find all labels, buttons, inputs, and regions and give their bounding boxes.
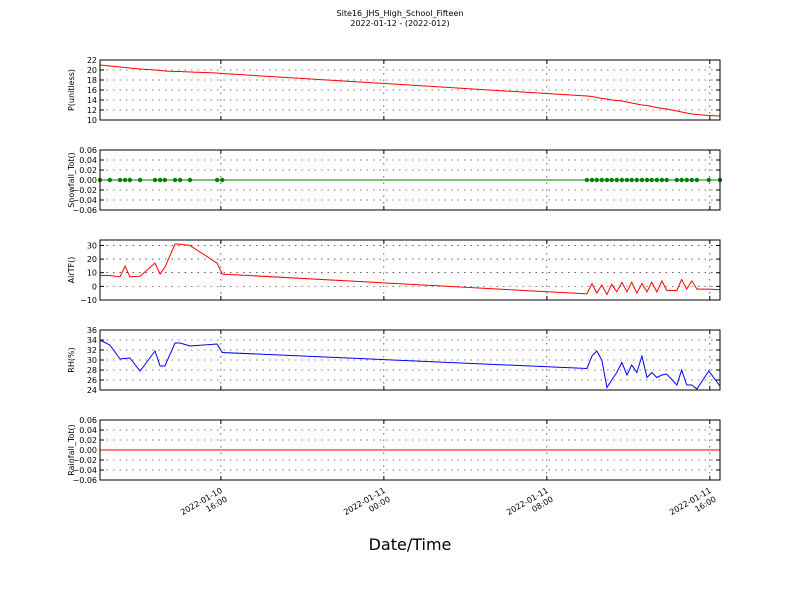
y-tick-label: 14 (87, 96, 97, 105)
data-point (157, 177, 163, 183)
data-point (172, 177, 178, 183)
data-point (644, 177, 650, 183)
y-tick-label: 0.04 (79, 426, 97, 435)
x-tick-label: 2022-01-1108:00 (505, 486, 555, 526)
data-point (589, 177, 595, 183)
data-point (594, 177, 599, 183)
y-tick-label: 22 (87, 56, 97, 65)
y-tick-label: 30 (87, 356, 97, 365)
data-point (629, 177, 634, 183)
plot-frame (99, 329, 721, 391)
y-tick-label: 32 (87, 346, 97, 355)
y-axis-label: RH(%) (67, 347, 76, 372)
plot-frame (99, 149, 721, 211)
y-tick-label: 34 (87, 336, 97, 345)
y-tick-label: 30 (87, 241, 97, 250)
data-point (107, 177, 113, 183)
data-point (639, 177, 645, 183)
y-tick-label: 0.06 (79, 416, 97, 425)
y-axis-label: P(unitless) (67, 69, 76, 111)
y-tick-label: −0.02 (72, 186, 97, 195)
y-tick-label: 0.00 (79, 446, 97, 455)
data-point (694, 177, 700, 183)
data-point (679, 177, 684, 183)
data-point (220, 177, 225, 183)
y-tick-label: 10 (87, 269, 97, 278)
plot-frame (99, 59, 721, 121)
y-tick-label: 0.06 (79, 146, 97, 155)
data-point (664, 177, 669, 183)
y-tick-label: −10 (80, 296, 97, 305)
y-axis-label: Rainfall_Tot() (67, 424, 76, 476)
chart-title: Site16_JHS_High_School_Fifteen (337, 9, 464, 18)
data-line (100, 243, 721, 296)
y-tick-label: 0.02 (79, 166, 97, 175)
y-tick-label: −0.02 (72, 456, 97, 465)
data-point (654, 177, 660, 183)
data-point (659, 177, 665, 183)
data-point (584, 177, 590, 183)
data-point (689, 177, 695, 183)
y-tick-label: 24 (87, 386, 97, 395)
y-tick-label: 12 (87, 106, 97, 115)
y-tick-label: −0.04 (72, 466, 97, 475)
y-tick-label: −0.06 (72, 206, 97, 215)
data-line (99, 64, 721, 117)
data-line (99, 339, 721, 390)
y-axis-label: AirTF() (67, 257, 76, 284)
data-point (122, 177, 128, 183)
data-point (649, 177, 654, 183)
data-point (604, 177, 610, 183)
data-point (117, 177, 123, 183)
chart-subtitle: 2022-01-12 - (2022-012) (350, 19, 449, 28)
y-tick-label: 0.00 (79, 176, 97, 185)
data-point (177, 177, 183, 183)
y-tick-label: 36 (87, 326, 97, 335)
y-tick-label: −0.06 (72, 476, 97, 485)
data-point (214, 177, 220, 183)
data-point (599, 177, 605, 183)
data-point (619, 177, 625, 183)
data-point (137, 177, 143, 183)
data-point (609, 177, 614, 183)
x-tick-label: 2022-01-1116:00 (668, 486, 718, 526)
data-point (684, 177, 689, 183)
plot-frame (99, 239, 721, 301)
data-point (187, 177, 193, 183)
data-point (624, 177, 630, 183)
data-point (634, 177, 640, 183)
y-tick-label: 28 (87, 366, 97, 375)
plot-frame (99, 419, 721, 481)
y-tick-label: 0.04 (79, 156, 97, 165)
y-tick-label: 0 (92, 282, 97, 291)
x-tick-label: 2022-01-1100:00 (342, 486, 392, 526)
y-tick-label: 26 (87, 376, 97, 385)
y-tick-label: 16 (87, 86, 97, 95)
y-axis-label: Snowfall_Tot() (67, 152, 76, 208)
x-axis-label: Date/Time (369, 535, 452, 554)
data-point (152, 177, 158, 183)
data-point (614, 177, 619, 183)
y-tick-label: 20 (87, 66, 97, 75)
data-point (162, 177, 168, 183)
y-tick-label: 0.02 (79, 436, 97, 445)
data-point (127, 177, 133, 183)
y-tick-label: 10 (87, 116, 97, 125)
y-tick-label: 18 (87, 76, 97, 85)
y-tick-label: −0.04 (72, 196, 97, 205)
y-tick-label: 20 (87, 255, 97, 264)
x-tick-label: 2022-01-1016:00 (179, 486, 229, 526)
data-point (706, 177, 711, 183)
data-point (674, 177, 680, 183)
